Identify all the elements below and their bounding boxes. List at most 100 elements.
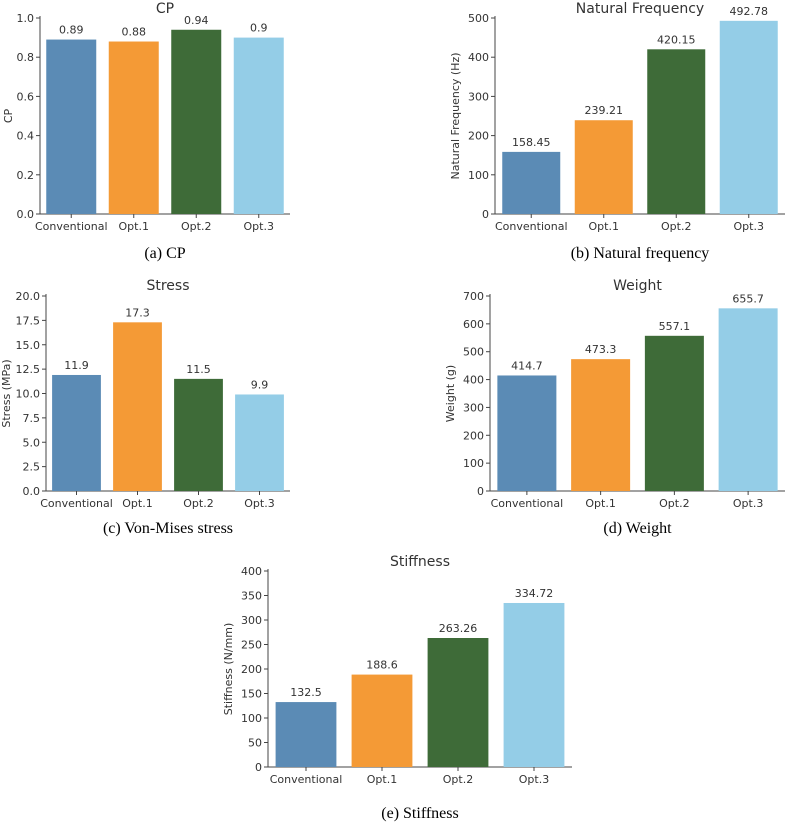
stiffness-bar-opt2 bbox=[427, 638, 489, 767]
stress-y-tick-label: 10.0 bbox=[16, 388, 41, 401]
cp-value-label-conventional: 0.89 bbox=[59, 24, 84, 37]
stress-y-tick-label: 12.5 bbox=[16, 363, 41, 376]
cp-y-tick-label: 1.0 bbox=[17, 12, 35, 25]
weight-y-tick-label: 600 bbox=[463, 318, 484, 331]
cp-bar-opt3 bbox=[233, 37, 284, 214]
weight-y-tick-label: 500 bbox=[463, 346, 484, 359]
stress-bar-opt2 bbox=[174, 378, 223, 491]
weight-value-label-opt1: 473.3 bbox=[585, 343, 617, 356]
chart-stress: Stress Stress (MPa) 0.0 2.5 5.0 7.5 10.0 12.5 15… bbox=[0, 278, 290, 537]
stress-y-tick-label: 2.5 bbox=[23, 461, 41, 474]
stress-x-tick-label: Conventional bbox=[40, 497, 113, 510]
natural-frequency-x-tick-label: Opt.2 bbox=[661, 220, 691, 233]
stress-y-tick-label: 15.0 bbox=[16, 339, 41, 352]
cp-bar-conventional bbox=[46, 39, 97, 215]
stiffness-bar-opt3 bbox=[503, 602, 565, 767]
natural-frequency-bar-opt1 bbox=[574, 120, 633, 214]
natural-frequency-y-tick-label: 0 bbox=[482, 208, 489, 221]
cp-y-tick-label: 0.2 bbox=[17, 169, 35, 182]
cp-bar-opt2 bbox=[171, 29, 222, 215]
cp-x-tick-label: Opt.1 bbox=[119, 220, 149, 233]
cp-title: CP bbox=[156, 1, 174, 17]
natural-frequency-y-tick-label: 500 bbox=[468, 12, 489, 25]
weight-y-tick-label: 700 bbox=[463, 290, 484, 303]
weight-caption: (d) Weight bbox=[603, 520, 672, 537]
stress-title: Stress bbox=[146, 278, 189, 294]
weight-bar-conventional bbox=[497, 375, 557, 491]
stiffness-y-tick-label: 400 bbox=[241, 565, 262, 578]
stiffness-y-tick-label: 200 bbox=[241, 663, 262, 676]
stress-bar-opt3 bbox=[235, 394, 284, 491]
natural-frequency-y-tick-label: 100 bbox=[468, 169, 489, 182]
weight-x-tick-label: Conventional bbox=[491, 497, 564, 510]
stress-y-axis-label: Stress (MPa) bbox=[0, 359, 13, 427]
stiffness-x-tick-label: Conventional bbox=[270, 773, 343, 786]
natural-frequency-title: Natural Frequency bbox=[576, 1, 704, 17]
weight-value-label-opt3: 655.7 bbox=[732, 292, 764, 305]
natural-frequency-caption: (b) Natural frequency bbox=[571, 245, 710, 262]
natural-frequency-value-label-opt1: 239.21 bbox=[585, 104, 624, 117]
stress-y-tick-label: 0.0 bbox=[23, 485, 41, 498]
stiffness-x-tick-label: Opt.1 bbox=[367, 773, 397, 786]
natural-frequency-value-label-conventional: 158.45 bbox=[512, 136, 551, 149]
cp-value-label-opt3: 0.9 bbox=[250, 22, 268, 35]
weight-value-label-conventional: 414.7 bbox=[511, 359, 543, 372]
weight-bar-opt3 bbox=[718, 308, 778, 491]
cp-y-axis-label: CP bbox=[2, 108, 15, 123]
stiffness-y-tick-label: 0 bbox=[255, 761, 262, 774]
cp-value-label-opt1: 0.88 bbox=[122, 26, 147, 39]
natural-frequency-y-tick-label: 400 bbox=[468, 51, 489, 64]
weight-bar-opt1 bbox=[571, 359, 631, 491]
cp-y-tick-label: 0.6 bbox=[17, 90, 35, 103]
weight-y-tick-label: 200 bbox=[463, 429, 484, 442]
weight-x-tick-label: Opt.3 bbox=[733, 497, 763, 510]
natural-frequency-x-tick-label: Conventional bbox=[495, 220, 568, 233]
weight-value-label-opt2: 557.1 bbox=[659, 320, 691, 333]
weight-title: Weight bbox=[613, 278, 662, 294]
cp-caption: (a) CP bbox=[144, 245, 185, 262]
stiffness-y-tick-label: 100 bbox=[241, 712, 262, 725]
weight-x-tick-label: Opt.1 bbox=[585, 497, 615, 510]
chart-weight: Weight Weight (g) 0 100 200 300 400 500 600 700 41… bbox=[444, 278, 785, 537]
chart-natural-frequency: Natural Frequency Natural Frequency (Hz) 0… bbox=[449, 1, 785, 262]
stiffness-value-label-opt3: 334.72 bbox=[515, 587, 554, 600]
stress-caption: (c) Von-Mises stress bbox=[103, 520, 233, 537]
stress-value-label-opt3: 9.9 bbox=[251, 378, 269, 391]
stiffness-y-tick-label: 50 bbox=[248, 737, 262, 750]
stiffness-y-tick-label: 150 bbox=[241, 688, 262, 701]
stress-y-tick-label: 5.0 bbox=[23, 436, 41, 449]
natural-frequency-value-label-opt2: 420.15 bbox=[657, 33, 696, 46]
cp-value-label-opt2: 0.94 bbox=[184, 14, 209, 27]
chart-stiffness: Stiffness Stiffness (N/mm) 0 50 100 150 200 250… bbox=[222, 554, 572, 822]
cp-x-tick-label: Conventional bbox=[35, 220, 108, 233]
weight-y-tick-label: 400 bbox=[463, 374, 484, 387]
stiffness-x-tick-label: Opt.3 bbox=[519, 773, 549, 786]
stress-y-tick-label: 7.5 bbox=[23, 412, 41, 425]
weight-y-tick-label: 0 bbox=[477, 485, 484, 498]
cp-y-tick-label: 0.0 bbox=[17, 208, 35, 221]
stiffness-y-axis-label: Stiffness (N/mm) bbox=[222, 623, 235, 716]
stress-bar-conventional bbox=[52, 374, 101, 491]
stiffness-bar-opt1 bbox=[351, 674, 413, 767]
stress-y-tick-label: 20.0 bbox=[16, 290, 41, 303]
natural-frequency-bar-opt2 bbox=[647, 49, 706, 214]
natural-frequency-value-label-opt3: 492.78 bbox=[730, 5, 769, 18]
stiffness-value-label-opt1: 188.6 bbox=[366, 659, 398, 672]
stiffness-title: Stiffness bbox=[390, 554, 450, 570]
stiffness-y-tick-label: 250 bbox=[241, 639, 262, 652]
stress-x-tick-label: Opt.3 bbox=[244, 497, 274, 510]
weight-y-tick-label: 300 bbox=[463, 401, 484, 414]
weight-bar-opt2 bbox=[644, 335, 704, 491]
stress-bar-opt1 bbox=[113, 322, 162, 491]
cp-bar-opt1 bbox=[108, 41, 159, 214]
weight-y-axis-label: Weight (g) bbox=[444, 365, 457, 422]
cp-y-tick-label: 0.8 bbox=[17, 51, 35, 64]
stress-y-tick-label: 17.5 bbox=[16, 314, 41, 327]
stiffness-y-tick-label: 300 bbox=[241, 614, 262, 627]
weight-x-tick-label: Opt.2 bbox=[659, 497, 689, 510]
natural-frequency-y-tick-label: 200 bbox=[468, 130, 489, 143]
natural-frequency-y-tick-label: 300 bbox=[468, 90, 489, 103]
stiffness-value-label-conventional: 132.5 bbox=[290, 686, 322, 699]
chart-cp: CP CP 0.0 0.2 0.4 0.6 0.8 1.0 0.89 Conventional 0.… bbox=[2, 1, 290, 262]
